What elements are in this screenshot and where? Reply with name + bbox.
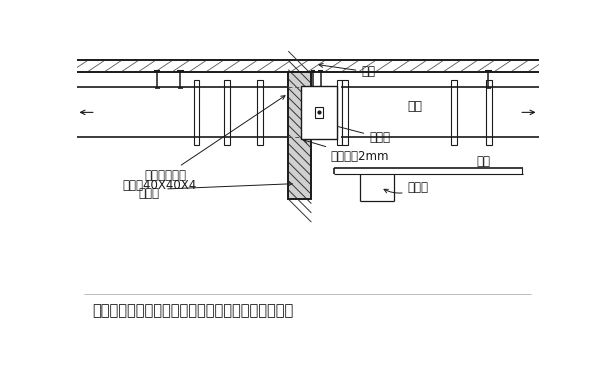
Bar <box>337 80 342 145</box>
Bar <box>342 80 347 145</box>
Text: 固定圈40X40X4: 固定圈40X40X4 <box>123 178 197 192</box>
Bar <box>288 72 311 199</box>
Text: 风管: 风管 <box>407 100 422 113</box>
Bar <box>224 80 230 145</box>
Text: 防火墙: 防火墙 <box>138 187 159 200</box>
Bar <box>194 80 199 145</box>
Text: 防火阀暗装时，应在安装部位设置方便维护的检修口: 防火阀暗装时，应在安装部位设置方便维护的检修口 <box>92 303 293 318</box>
Text: 吊架: 吊架 <box>319 63 376 78</box>
Bar <box>315 107 323 118</box>
Bar <box>257 80 263 145</box>
Bar <box>292 80 297 145</box>
Text: 检查口: 检查口 <box>384 181 428 194</box>
Bar <box>77 60 539 72</box>
Text: 非燃材料密封: 非燃材料密封 <box>144 96 285 182</box>
Bar <box>301 86 337 139</box>
Text: 穿墙管厚2mm: 穿墙管厚2mm <box>304 139 389 163</box>
Bar <box>288 72 311 199</box>
Bar <box>451 80 457 145</box>
Text: 吊顶: 吊顶 <box>477 155 491 168</box>
Bar <box>486 80 491 145</box>
Bar <box>297 80 302 145</box>
Text: 防火阀: 防火阀 <box>323 122 390 144</box>
